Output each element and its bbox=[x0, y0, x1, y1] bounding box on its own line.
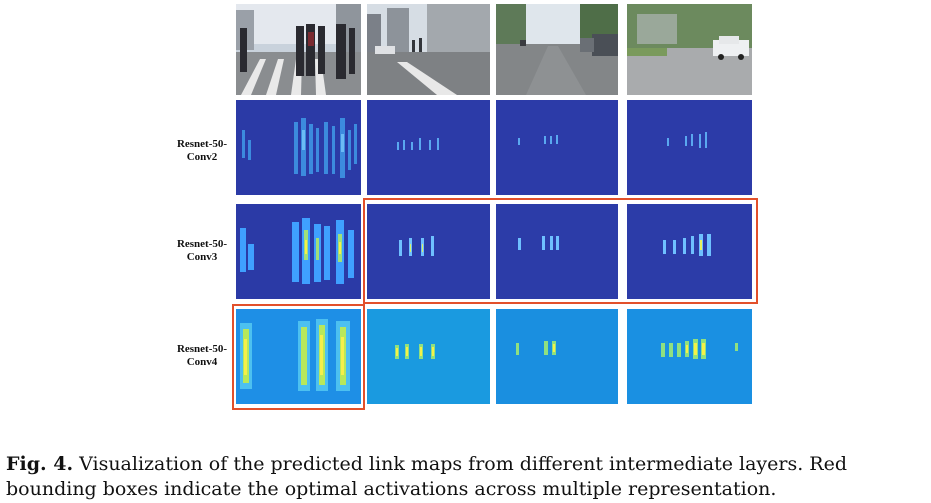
photo-road-parked-cars bbox=[496, 4, 618, 95]
figure-caption: Fig. 4. Visualization of the predicted l… bbox=[6, 452, 931, 502]
caption-text-1: Visualization of the predicted link maps… bbox=[79, 453, 848, 475]
optimal-activation-box-conv4 bbox=[232, 304, 365, 410]
link-map-conv3-image2 bbox=[367, 204, 490, 299]
row-label-conv3-line1: Resnet-50- bbox=[176, 238, 228, 250]
link-map-conv3-image1 bbox=[236, 204, 361, 299]
link-map-conv4-image4 bbox=[627, 309, 752, 404]
row-label-conv2-line1: Resnet-50- bbox=[176, 138, 228, 150]
photo-crosswalk-pedestrians bbox=[236, 4, 361, 95]
caption-label: Fig. 4. bbox=[6, 453, 74, 475]
row-label-conv2-line2: Conv2 bbox=[186, 151, 218, 163]
row-label-conv3-line2: Conv3 bbox=[186, 251, 218, 263]
photo-road-trees-car bbox=[627, 4, 752, 95]
link-map-conv2-image3 bbox=[496, 100, 618, 195]
row-label-conv4-line2: Conv4 bbox=[186, 356, 218, 368]
caption-text-2: bounding boxes indicate the optimal acti… bbox=[6, 478, 777, 500]
link-map-conv3-image3 bbox=[496, 204, 618, 299]
link-map-conv2-image1 bbox=[236, 100, 361, 195]
row-label-conv4-line1: Resnet-50- bbox=[176, 343, 228, 355]
row-label-conv3: Resnet-50- Conv3 bbox=[147, 238, 257, 264]
link-map-conv3-image4 bbox=[627, 204, 752, 299]
link-map-conv4-image1 bbox=[236, 309, 361, 404]
link-map-conv2-image4 bbox=[627, 100, 752, 195]
link-map-conv4-image2 bbox=[367, 309, 490, 404]
row-label-conv4: Resnet-50- Conv4 bbox=[147, 343, 257, 369]
photo-street-building bbox=[367, 4, 490, 95]
caption-line-1: Fig. 4. Visualization of the predicted l… bbox=[6, 452, 931, 477]
link-map-conv2-image2 bbox=[367, 100, 490, 195]
link-map-conv4-image3 bbox=[496, 309, 618, 404]
row-label-conv2: Resnet-50- Conv2 bbox=[147, 138, 257, 164]
optimal-activation-box-conv3 bbox=[363, 198, 758, 304]
